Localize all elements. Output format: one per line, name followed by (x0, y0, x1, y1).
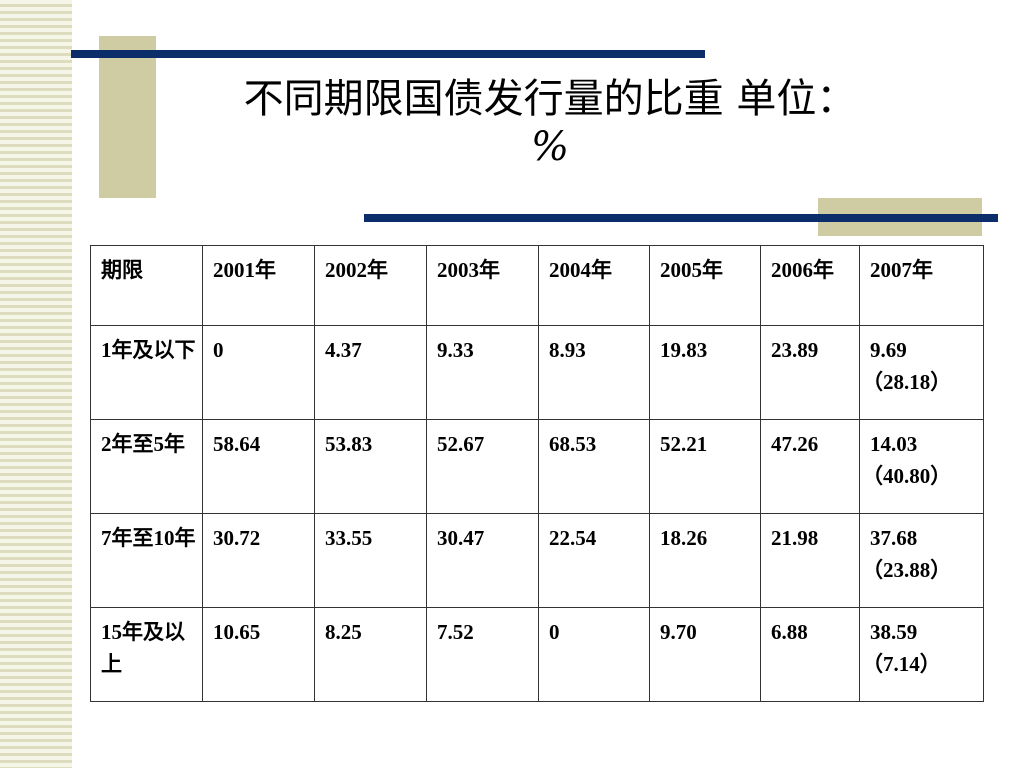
value-cell: 0 (202, 325, 315, 420)
left-stripe-decoration (0, 0, 72, 768)
value-cell-2007: 38.59 （7.14） (859, 607, 984, 702)
header-cell: 2007年 (859, 245, 984, 326)
data-table-container: 期限 2001年 2002年 2003年 2004年 2005年 2006年 2… (90, 245, 984, 702)
value-cell: 0 (538, 607, 650, 702)
value-cell: 19.83 (649, 325, 761, 420)
value-cell: 23.89 (760, 325, 860, 420)
value-cell: 30.47 (426, 513, 539, 608)
term-cell: 1年及以下 (90, 325, 203, 420)
value-cell: 52.67 (426, 419, 539, 514)
value-cell: 30.72 (202, 513, 315, 608)
header-cell: 2002年 (314, 245, 427, 326)
table-row: 1年及以下 0 4.37 9.33 8.93 19.83 23.89 9.69 … (90, 325, 984, 420)
value-cell: 10.65 (202, 607, 315, 702)
value-cell: 7.52 (426, 607, 539, 702)
term-cell: 15年及以上 (90, 607, 203, 702)
value-cell: 68.53 (538, 419, 650, 514)
value-2007-paren: （40.80） (862, 464, 952, 488)
value-cell: 33.55 (314, 513, 427, 608)
data-table: 期限 2001年 2002年 2003年 2004年 2005年 2006年 2… (90, 245, 984, 702)
value-cell: 8.25 (314, 607, 427, 702)
header-cell: 2003年 (426, 245, 539, 326)
value-cell: 53.83 (314, 419, 427, 514)
title-line-1: 不同期限国债发行量的比重 单位： (243, 76, 857, 122)
term-cell: 2年至5年 (90, 419, 203, 514)
value-cell: 47.26 (760, 419, 860, 514)
term-cell: 7年至10年 (90, 513, 203, 608)
value-cell: 9.33 (426, 325, 539, 420)
value-2007: 38.59 (870, 620, 918, 644)
value-cell: 21.98 (760, 513, 860, 608)
table-header-row: 期限 2001年 2002年 2003年 2004年 2005年 2006年 2… (90, 245, 984, 326)
top-accent-line (71, 50, 705, 58)
value-cell: 52.21 (649, 419, 761, 514)
value-2007-paren: （28.18） (862, 370, 952, 394)
value-2007: 14.03 (870, 432, 918, 456)
value-cell: 22.54 (538, 513, 650, 608)
table-row: 7年至10年 30.72 33.55 30.47 22.54 18.26 21.… (90, 513, 984, 608)
value-2007: 37.68 (870, 526, 918, 550)
title-line-2: % (530, 124, 569, 170)
value-cell: 4.37 (314, 325, 427, 420)
value-cell: 9.70 (649, 607, 761, 702)
table-row: 2年至5年 58.64 53.83 52.67 68.53 52.21 47.2… (90, 419, 984, 514)
value-cell: 58.64 (202, 419, 315, 514)
value-2007: 9.69 (870, 338, 907, 362)
value-cell: 6.88 (760, 607, 860, 702)
header-cell: 2001年 (202, 245, 315, 326)
header-cell: 2006年 (760, 245, 860, 326)
value-cell-2007: 14.03 （40.80） (859, 419, 984, 514)
slide-title: 不同期限国债发行量的比重 单位： % (150, 75, 950, 171)
value-cell-2007: 9.69 （28.18） (859, 325, 984, 420)
value-2007-paren: （7.14） (862, 652, 941, 676)
header-cell: 期限 (90, 245, 203, 326)
value-cell-2007: 37.68 （23.88） (859, 513, 984, 608)
table-row: 15年及以上 10.65 8.25 7.52 0 9.70 6.88 38.59… (90, 607, 984, 702)
header-cell: 2005年 (649, 245, 761, 326)
left-accent-block (99, 36, 156, 198)
value-2007-paren: （23.88） (862, 558, 952, 582)
bottom-accent-line (364, 214, 998, 222)
value-cell: 8.93 (538, 325, 650, 420)
value-cell: 18.26 (649, 513, 761, 608)
header-cell: 2004年 (538, 245, 650, 326)
